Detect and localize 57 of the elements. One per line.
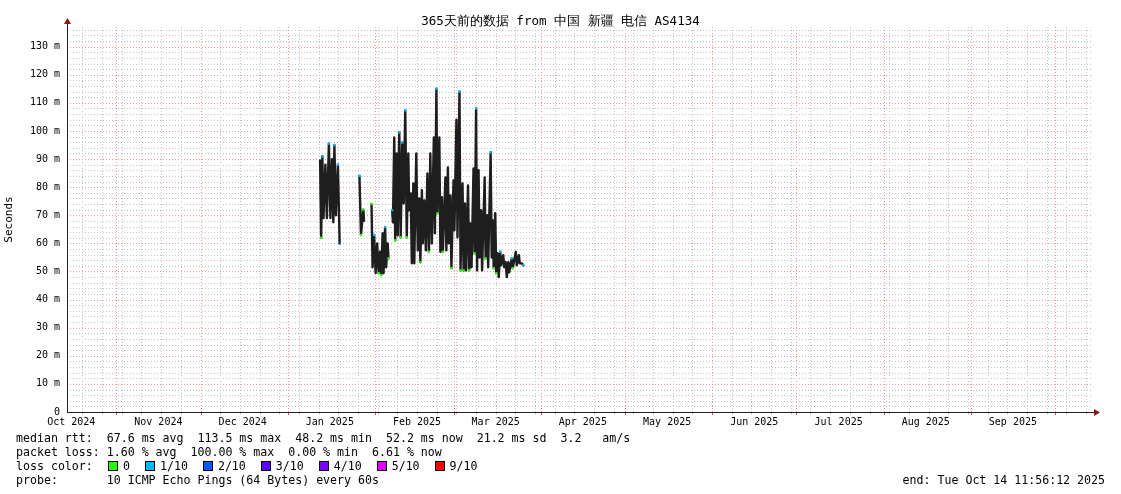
- y-tick-label: 80 m: [35, 180, 60, 192]
- x-tick-label: Jul 2025: [814, 415, 863, 427]
- point: [370, 202, 373, 206]
- point: [338, 242, 341, 245]
- point: [484, 257, 487, 260]
- point: [387, 257, 390, 260]
- y-tick-label: 0: [53, 405, 60, 417]
- y-tick-label: 100 m: [29, 124, 60, 136]
- text: median rtt: 67.6 ms avg 113.5 ms max 48.2 ms min 52.2 ms now 21.2 ms sd 3.2 am/s: [16, 431, 631, 445]
- y-tick-label: 20 m: [35, 349, 60, 361]
- chart-title: 365天前的数据 from 中国 新疆 电信 AS4134: [420, 13, 701, 29]
- point: [474, 107, 478, 110]
- point: [462, 269, 465, 272]
- legend-label: 2/10: [217, 459, 246, 473]
- legend-label: 5/10: [391, 459, 420, 473]
- legend-label: 0: [123, 459, 130, 473]
- legend-label: 1/10: [159, 459, 188, 473]
- point: [358, 174, 361, 178]
- y-tick-label: 70 m: [35, 208, 60, 220]
- legend-label: 4/10: [333, 459, 362, 473]
- point: [401, 141, 404, 144]
- x-tick-label: Jan 2025: [305, 415, 354, 427]
- x-tick-label: Aug 2025: [901, 415, 950, 427]
- y-tick-label: 110 m: [29, 96, 60, 108]
- legend-title: loss color:: [16, 459, 94, 473]
- x-tick-label: Mar 2025: [471, 415, 520, 427]
- text: probe: 10 ICMP Echo Pings (64 Bytes) every 60s: [16, 473, 379, 487]
- point: [398, 131, 401, 134]
- x-tick-label: Feb 2025: [392, 415, 442, 427]
- x-tick-label: Sep 2025: [988, 415, 1037, 427]
- y-tick-label: 10 m: [35, 377, 60, 389]
- x-tick-label: Oct 2024: [47, 415, 96, 427]
- text: end: Tue Oct 14 11:56:12 2025: [902, 473, 1105, 487]
- point: [473, 252, 476, 255]
- point: [459, 269, 462, 272]
- legend-label: 9/10: [449, 459, 478, 473]
- legend-label: 3/10: [275, 459, 304, 473]
- x-tick-label: Nov 2024: [134, 415, 183, 427]
- point: [333, 143, 336, 147]
- text: packet loss: 1.60 % avg 100.00 % max 0.00 % min 6.61 % now: [16, 445, 442, 459]
- y-tick-label: 130 m: [29, 40, 60, 52]
- y-tick-label: 60 m: [35, 236, 60, 248]
- point: [458, 90, 461, 93]
- y-tick-label: 50 m: [35, 265, 60, 277]
- point: [435, 87, 438, 90]
- y-tick-label: 90 m: [35, 152, 60, 164]
- point: [327, 142, 331, 145]
- x-tick-label: Jun 2025: [730, 415, 779, 427]
- x-tick-label: Apr 2025: [558, 415, 607, 427]
- point: [404, 109, 407, 112]
- point: [450, 266, 453, 270]
- x-tick-label: May 2025: [643, 415, 692, 427]
- y-tick-label: 30 m: [35, 321, 60, 333]
- y-tick-label: 120 m: [29, 68, 60, 80]
- y-tick-label: 40 m: [35, 293, 60, 305]
- x-tick-label: Dec 2024: [218, 415, 267, 427]
- y-axis-title: Seconds: [2, 196, 16, 243]
